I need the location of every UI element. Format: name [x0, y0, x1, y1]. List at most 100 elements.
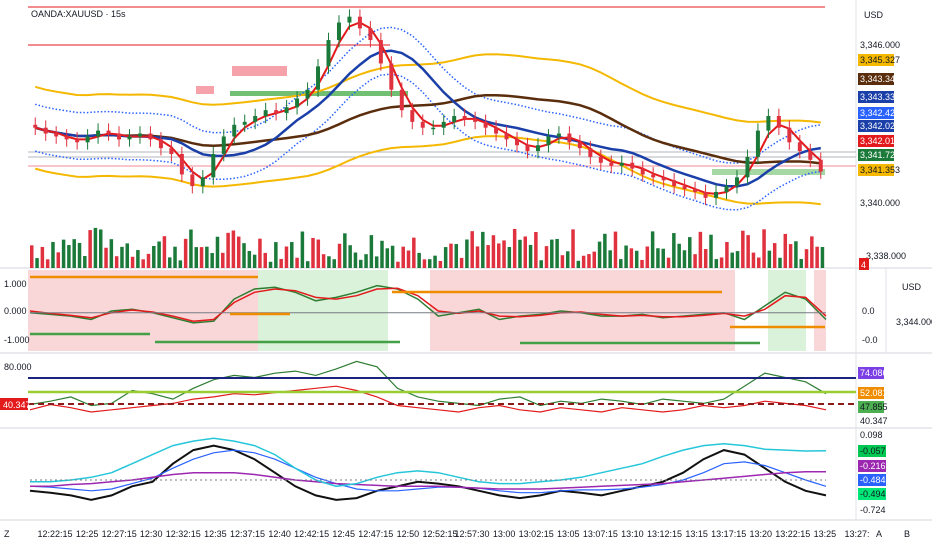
time-tick: 13:15 — [685, 529, 708, 539]
scale-option-icon[interactable]: B — [904, 529, 910, 539]
volume-bar — [242, 243, 246, 268]
rsi-tag: 74.086 — [860, 368, 888, 378]
volume-bar — [698, 231, 703, 268]
oscillator-pane-1[interactable] — [29, 275, 827, 345]
oscillator-pane-2[interactable]: 0.098 -0.057 -0.216 -0.484 -0.494 -0.724 — [29, 429, 886, 516]
candle — [567, 133, 572, 143]
volume-bar — [778, 257, 782, 268]
price-tag: 3,342.426 — [860, 108, 900, 118]
volume-bar — [550, 239, 554, 268]
volume-bar — [125, 243, 130, 268]
volume-bar — [343, 233, 347, 268]
price-tick: 3,346.000 — [860, 40, 900, 50]
volume-bar — [231, 230, 236, 268]
candle — [755, 130, 760, 157]
candle — [452, 116, 457, 122]
volume-bar — [30, 245, 34, 268]
candle — [797, 142, 802, 152]
candle — [326, 40, 331, 67]
price-tag: 3,342.025 — [860, 121, 900, 131]
volume-bar — [587, 254, 591, 268]
candle — [64, 136, 69, 140]
volume-bar — [258, 238, 262, 268]
volume-bar — [321, 254, 326, 268]
candle — [232, 124, 237, 137]
volume-bar — [178, 260, 183, 268]
price-pane[interactable] — [28, 6, 856, 211]
time-tick: 12:57:30 — [454, 529, 489, 539]
volume-bar — [496, 243, 501, 268]
candle — [357, 16, 362, 29]
volume-bar — [369, 235, 374, 268]
candle — [127, 136, 132, 140]
candle — [410, 110, 415, 122]
time-tick: 12:45 — [332, 529, 355, 539]
volume-bar — [534, 231, 538, 268]
volume-bar — [730, 252, 734, 268]
time-tick: 12:40 — [268, 529, 291, 539]
series-line — [29, 449, 827, 494]
volume-bar — [762, 229, 766, 268]
volume-bar — [560, 255, 565, 268]
time-tick: 13:20 — [750, 529, 773, 539]
volume-bar — [114, 256, 119, 268]
timezone-icon[interactable]: Z — [4, 529, 10, 539]
currency-label-2[interactable]: USD — [902, 282, 922, 292]
volume-bar — [788, 244, 793, 268]
time-tick: 12:52:15 — [422, 529, 457, 539]
candle — [420, 121, 425, 128]
candle — [766, 116, 771, 131]
volume-bar — [544, 246, 549, 268]
volume-bar — [709, 234, 713, 268]
series-line — [29, 284, 827, 324]
candle — [96, 130, 101, 137]
volume-bar — [449, 243, 453, 268]
symbol-title[interactable]: OANDA:XAUUSD · 15s — [31, 9, 126, 19]
rsi-pane[interactable]: 74.086 52.081 47.855 40.347 — [28, 360, 888, 427]
auto-scale-icon[interactable]: A — [876, 529, 882, 539]
volume-badge: 4 — [861, 260, 866, 270]
candle — [651, 174, 656, 178]
volume-bar — [799, 259, 803, 268]
time-axis[interactable]: 12:22:15 12:25 12:27:15 12:30 12:32:15 12:35 1… — [37, 529, 869, 539]
volume-bar — [581, 255, 586, 268]
volume-bar — [751, 252, 756, 268]
candle — [787, 127, 792, 143]
candle — [274, 110, 279, 114]
osc2-tag-bg — [858, 504, 886, 516]
candle — [368, 28, 373, 41]
volume-bar — [385, 248, 390, 268]
volume-bar — [634, 250, 639, 268]
candle — [305, 89, 310, 99]
volume-bar — [422, 259, 427, 268]
price-tag-bg — [858, 73, 894, 85]
volume-bar — [608, 250, 612, 268]
volume-bar — [661, 248, 665, 268]
volume-bar — [767, 250, 772, 268]
currency-label[interactable]: USD — [864, 10, 884, 20]
volume-bar — [613, 231, 618, 268]
volume-bar — [162, 236, 167, 268]
volume-bar — [194, 247, 199, 268]
volume-bar — [183, 238, 188, 268]
volume-bar — [401, 246, 405, 268]
candle — [148, 133, 153, 140]
price-tag-bg — [858, 135, 894, 147]
rsi-left-tag: 40.347 — [3, 400, 31, 410]
time-tick: 12:47:15 — [358, 529, 393, 539]
volume-bar — [433, 255, 437, 268]
candle — [221, 136, 226, 154]
volume-bar — [746, 235, 750, 268]
rsi-tag-bg — [858, 415, 884, 427]
series-line — [29, 287, 827, 322]
candle — [745, 156, 750, 178]
volume-bar — [332, 259, 336, 268]
volume-bar — [417, 252, 421, 268]
candle — [556, 133, 561, 137]
volume-bar — [305, 261, 310, 268]
volume-bar — [364, 254, 368, 268]
candle — [776, 116, 781, 128]
price-tag: 3,345.327 — [860, 55, 900, 65]
candle — [106, 130, 111, 134]
